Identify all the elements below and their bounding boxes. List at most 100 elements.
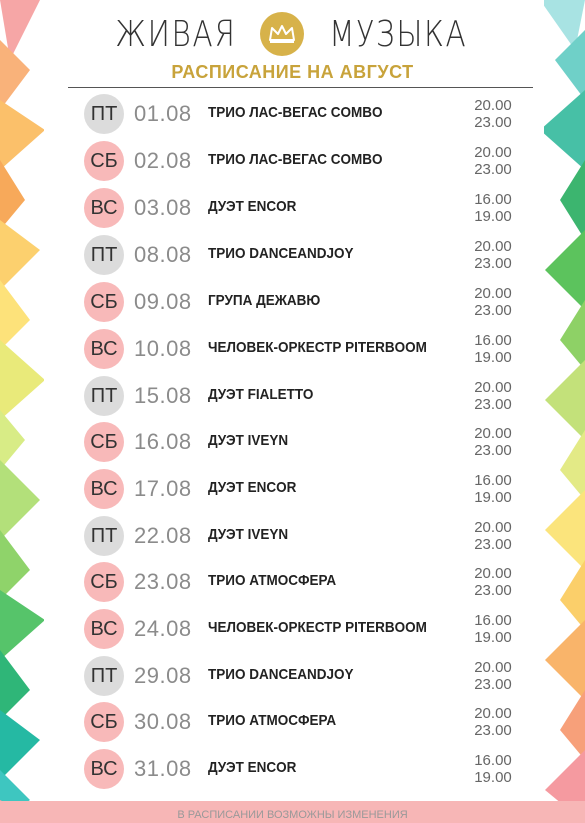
schedule-row: ВС 24.08 ЧЕЛОВЕК-ОРКЕСТР PITERBOOM 16.00 19.… [0,606,585,653]
performer-name: ТРИО ЛАС-ВЕГАС COMBO [208,151,383,168]
end-time: 23.00 [474,255,512,272]
day-badge: ПТ [84,235,124,275]
day-badge: СБ [84,282,124,322]
date-label: 02.08 [134,148,192,173]
day-badge: СБ [84,141,124,181]
end-time: 19.00 [474,629,512,646]
schedule-row: СБ 23.08 ТРИО АТМОСФЕРА 20.00 23.00 [0,559,585,606]
schedule-row: ВС 17.08 ДУЭТ ENCOR 16.00 19.00 [0,466,585,513]
time-range: 16.00 19.00 [468,612,518,646]
time-range: 20.00 23.00 [468,659,518,693]
time-range: 20.00 23.00 [468,285,518,319]
date-label: 22.08 [134,523,192,548]
end-time: 23.00 [474,582,512,599]
start-time: 20.00 [474,425,512,442]
time-range: 20.00 23.00 [468,379,518,413]
time-range: 20.00 23.00 [468,97,518,131]
start-time: 20.00 [474,144,512,161]
performer-name: ТРИО ЛАС-ВЕГАС COMBO [208,104,383,121]
date-label: 31.08 [134,756,192,781]
performer-name: ДУЭТ IVEYN [208,432,289,449]
start-time: 16.00 [474,472,512,489]
end-time: 23.00 [474,161,512,178]
end-time: 23.00 [474,722,512,739]
start-time: 20.00 [474,97,512,114]
time-range: 20.00 23.00 [468,144,518,178]
time-range: 16.00 19.00 [468,472,518,506]
day-badge: ВС [84,188,124,228]
date-label: 29.08 [134,663,192,688]
end-time: 23.00 [474,396,512,413]
schedule-row: ВС 31.08 ДУЭТ ENCOR 16.00 19.00 [0,746,585,793]
schedule-row: СБ 16.08 ДУЭТ IVEYN 20.00 23.00 [0,419,585,466]
schedule-row: СБ 09.08 ГРУПА ДЕЖАВЮ 20.00 23.00 [0,279,585,326]
date-label: 01.08 [134,101,192,126]
end-time: 23.00 [474,114,512,131]
end-time: 19.00 [474,489,512,506]
end-time: 23.00 [474,302,512,319]
page-subtitle: РАСПИСАНИЕ НА АВГУСТ [171,62,414,82]
start-time: 20.00 [474,285,512,302]
schedule-row: ВС 10.08 ЧЕЛОВЕК-ОРКЕСТР PITERBOOM 16.00 19.… [0,326,585,373]
time-range: 20.00 23.00 [468,705,518,739]
schedule-row: СБ 02.08 ТРИО ЛАС-ВЕГАС COMBO 20.00 23.00 [0,138,585,185]
performer-name: ДУЭТ IVEYN [208,526,289,543]
end-time: 19.00 [474,208,512,225]
title-left: ЖИВАЯ [115,13,237,55]
day-badge: ВС [84,469,124,509]
date-label: 09.08 [134,289,192,314]
start-time: 16.00 [474,612,512,629]
header: ЖИВАЯ МУЗЫКА РАСПИСАНИЕ НА АВГУСТ [0,10,585,83]
time-range: 20.00 23.00 [468,238,518,272]
start-time: 16.00 [474,752,512,769]
title-right: МУЗЫКА [329,13,468,55]
title-row: ЖИВАЯ МУЗЫКА [0,10,585,58]
day-badge: ВС [84,329,124,369]
start-time: 20.00 [474,705,512,722]
start-time: 20.00 [474,238,512,255]
start-time: 20.00 [474,379,512,396]
start-time: 20.00 [474,519,512,536]
crown-logo-icon [260,12,305,56]
date-label: 15.08 [134,383,192,408]
schedule-row: ПТ 15.08 ДУЭТ FIALETTO 20.00 23.00 [0,373,585,420]
time-range: 16.00 19.00 [468,191,518,225]
day-badge: ПТ [84,656,124,696]
performer-name: ТРИО АТМОСФЕРА [208,572,337,589]
time-range: 16.00 19.00 [468,332,518,366]
header-divider [68,87,533,88]
performer-name: ТРИО DANCEANDJOY [208,666,354,683]
day-badge: ПТ [84,94,124,134]
start-time: 20.00 [474,659,512,676]
date-label: 03.08 [134,195,192,220]
date-label: 24.08 [134,616,192,641]
schedule-row: ПТ 08.08 ТРИО DANCEANDJOY 20.00 23.00 [0,232,585,279]
day-badge: ПТ [84,376,124,416]
performer-name: ДУЭТ ENCOR [208,198,297,215]
performer-name: ЧЕЛОВЕК-ОРКЕСТР PITERBOOM [208,339,427,356]
performer-name: ДУЭТ FIALETTO [208,386,314,403]
performer-name: ДУЭТ ENCOR [208,759,297,776]
schedule-row: ПТ 01.08 ТРИО ЛАС-ВЕГАС COMBO 20.00 23.00 [0,91,585,138]
schedule-row: ПТ 22.08 ДУЭТ IVEYN 20.00 23.00 [0,513,585,560]
performer-name: ЧЕЛОВЕК-ОРКЕСТР PITERBOOM [208,619,427,636]
date-label: 10.08 [134,336,192,361]
end-time: 23.00 [474,676,512,693]
performer-name: ГРУПА ДЕЖАВЮ [208,292,321,309]
date-label: 30.08 [134,709,192,734]
start-time: 20.00 [474,565,512,582]
day-badge: ВС [84,749,124,789]
end-time: 23.00 [474,442,512,459]
end-time: 23.00 [474,536,512,553]
start-time: 16.00 [474,332,512,349]
time-range: 20.00 23.00 [468,565,518,599]
date-label: 08.08 [134,242,192,267]
day-badge: ПТ [84,516,124,556]
date-label: 23.08 [134,569,192,594]
performer-name: ТРИО АТМОСФЕРА [208,712,337,729]
footer-note: В РАСПИСАНИИ ВОЗМОЖНЫ ИЗМЕНЕНИЯ [177,809,408,821]
time-range: 20.00 23.00 [468,425,518,459]
schedule-row: ПТ 29.08 ТРИО DANCEANDJOY 20.00 23.00 [0,653,585,700]
time-range: 16.00 19.00 [468,752,518,786]
day-badge: СБ [84,702,124,742]
